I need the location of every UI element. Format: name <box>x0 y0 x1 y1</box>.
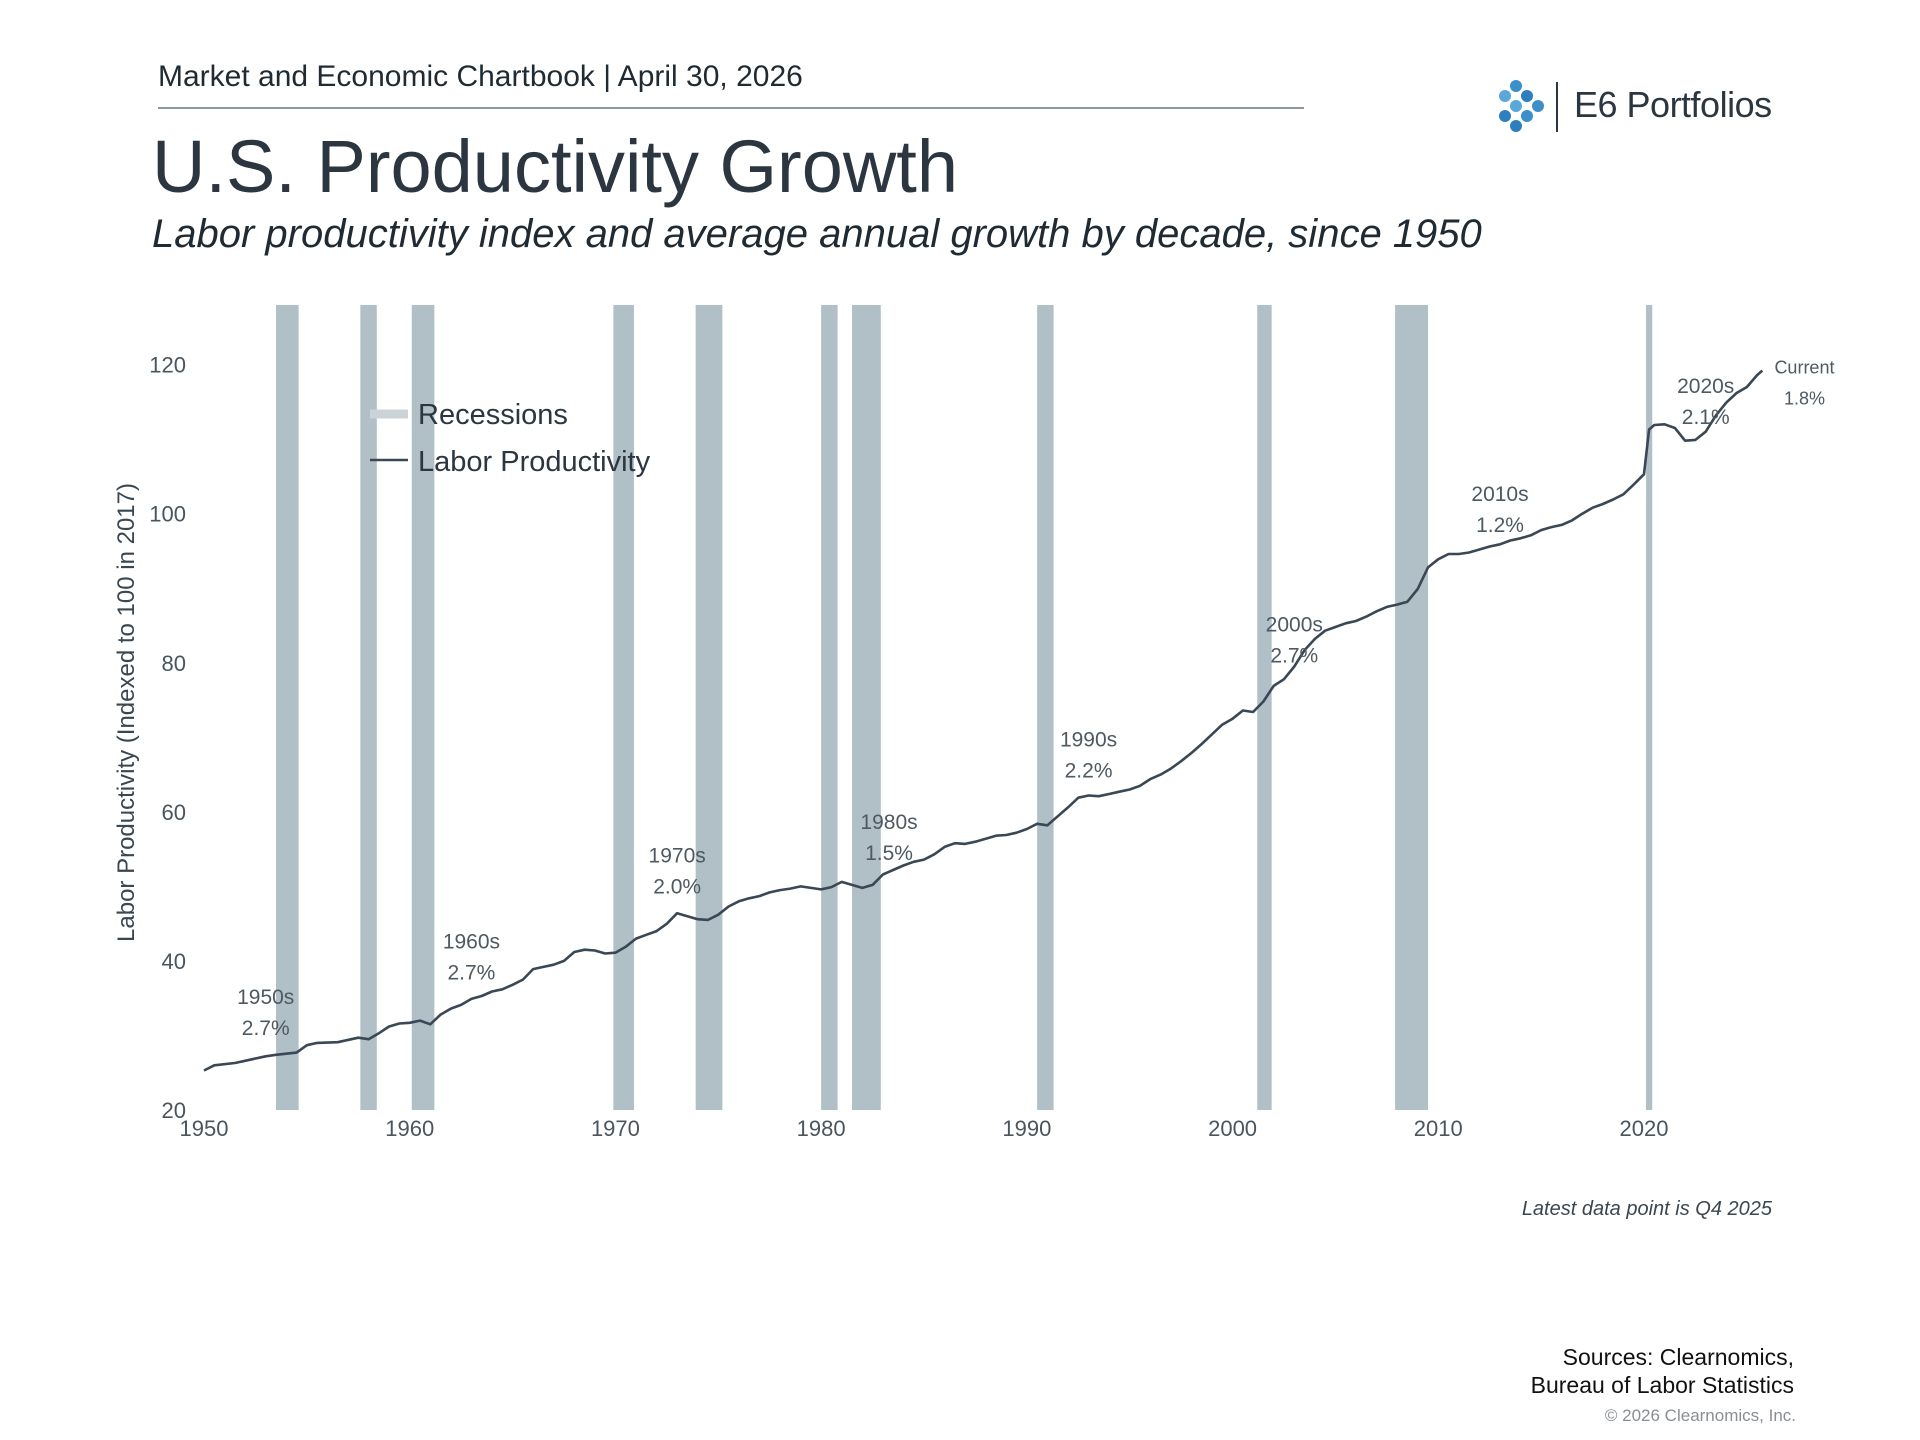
sources-line-2: Bureau of Labor Statistics <box>1530 1372 1794 1398</box>
y-tick-label-100: 100 <box>149 502 186 527</box>
recession-band-0 <box>276 305 299 1110</box>
annotation-decade-6: 2010s <box>1471 483 1528 506</box>
annotation-growth-7: 2.1% <box>1682 406 1730 429</box>
chart-title: U.S. Productivity Growth <box>152 125 959 208</box>
x-tick-label-1980: 1980 <box>797 1116 846 1141</box>
y-tick-label-40: 40 <box>162 949 186 974</box>
annotation-growth-5: 2.7% <box>1270 644 1318 667</box>
brand-logo: E6 Portfolios <box>1492 76 1792 136</box>
legend-label-labor-productivity: Labor Productivity <box>418 446 651 478</box>
annotation-growth-6: 1.2% <box>1476 514 1524 537</box>
y-tick-label-60: 60 <box>162 800 186 825</box>
x-tick-label-2020: 2020 <box>1620 1116 1669 1141</box>
annotation-decade-8: Current <box>1774 358 1834 378</box>
annotation-growth-8: 1.8% <box>1784 389 1825 409</box>
brand-name: E6 Portfolios <box>1574 84 1772 125</box>
annotation-decade-1: 1960s <box>443 930 500 953</box>
recession-band-3 <box>613 305 634 1110</box>
recession-band-5 <box>821 305 838 1110</box>
latest-data-note: Latest data point is Q4 2025 <box>1521 1198 1772 1220</box>
copyright: © 2026 Clearnomics, Inc. <box>1604 1406 1796 1425</box>
annotation-decade-0: 1950s <box>237 986 294 1009</box>
x-tick-label-2010: 2010 <box>1414 1116 1463 1141</box>
x-tick-label-1950: 1950 <box>180 1116 229 1141</box>
y-tick-label-120: 120 <box>149 353 186 378</box>
annotation-decade-3: 1980s <box>860 811 917 834</box>
recession-band-1 <box>360 305 377 1110</box>
recession-band-7 <box>1037 305 1054 1110</box>
header-divider <box>158 107 1304 109</box>
x-tick-label-1960: 1960 <box>385 1116 434 1141</box>
legend-label-recessions: Recessions <box>418 399 568 431</box>
y-tick-label-80: 80 <box>162 651 186 676</box>
x-tick-label-1990: 1990 <box>1002 1116 1051 1141</box>
y-tick-label-20: 20 <box>162 1098 186 1123</box>
recession-band-10 <box>1646 305 1653 1110</box>
sources-line-1: Sources: Clearnomics, <box>1562 1344 1794 1370</box>
annotation-growth-2: 2.0% <box>653 876 701 899</box>
annotation-decade-4: 1990s <box>1060 728 1117 751</box>
sources-note: Sources: Clearnomics, Bureau of Labor St… <box>1531 1343 1794 1399</box>
e6-cluster-logo-icon <box>1499 80 1544 132</box>
chartbook-header: Market and Economic Chartbook | April 30… <box>158 60 803 93</box>
annotation-growth-4: 2.2% <box>1065 759 1113 782</box>
y-axis-label: Labor Productivity (Indexed to 100 in 20… <box>113 483 140 942</box>
recession-band-4 <box>695 305 723 1110</box>
annotation-growth-1: 2.7% <box>447 961 495 984</box>
annotation-decade-7: 2020s <box>1677 375 1734 398</box>
recession-band-6 <box>852 305 881 1110</box>
x-tick-label-2000: 2000 <box>1208 1116 1257 1141</box>
chart-subtitle: Labor productivity index and average ann… <box>152 212 1482 256</box>
recession-band-9 <box>1395 305 1428 1110</box>
annotation-growth-3: 1.5% <box>865 842 913 865</box>
recession-band-2 <box>411 305 435 1110</box>
logo-divider <box>1556 82 1558 132</box>
annotation-decade-5: 2000s <box>1266 613 1323 636</box>
x-tick-label-1970: 1970 <box>591 1116 640 1141</box>
series-line-0 <box>203 369 1764 1072</box>
recession-band-8 <box>1257 305 1272 1110</box>
annotation-growth-0: 2.7% <box>242 1017 290 1040</box>
annotation-decade-2: 1970s <box>649 845 706 868</box>
